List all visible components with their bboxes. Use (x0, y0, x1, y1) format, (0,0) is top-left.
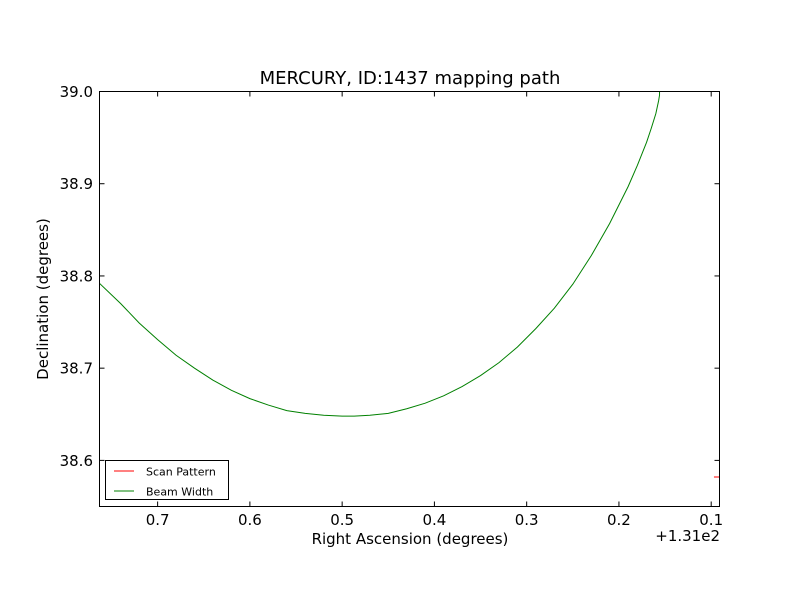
x-tick-label: 0.6 (238, 511, 262, 529)
y-tick-label: 38.6 (60, 452, 93, 470)
x-tick-label: 0.3 (515, 511, 539, 529)
chart-title: MERCURY, ID:1437 mapping path (260, 68, 561, 89)
x-axis-offset-label: +1.31e2 (655, 527, 720, 545)
x-tick-label: 0.2 (607, 511, 631, 529)
series-beam-width-line (99, 91, 661, 417)
legend-beam-width-label: Beam Width (146, 486, 213, 499)
legend-box (105, 460, 229, 500)
x-axis-ticks: 0.7 0.6 0.5 0.4 0.3 0.2 0.1 (146, 91, 723, 529)
legend-scan-pattern-label: Scan Pattern (146, 466, 216, 479)
x-axis-label: Right Ascension (degrees) (312, 530, 509, 548)
x-tick-label: 0.1 (699, 511, 723, 529)
x-tick-label: 0.7 (146, 511, 170, 529)
y-axis-label: Declination (degrees) (34, 218, 52, 380)
axes-frame (99, 91, 720, 507)
y-axis-ticks: 38.6 38.7 38.8 38.9 39.0 (60, 83, 720, 470)
y-tick-label: 39.0 (60, 83, 93, 101)
x-tick-label: 0.4 (422, 511, 446, 529)
legend: Scan Pattern Beam Width (105, 460, 229, 500)
x-tick-label: 0.5 (330, 511, 354, 529)
y-tick-label: 38.8 (60, 267, 93, 285)
plot-area (99, 91, 720, 478)
y-tick-label: 38.9 (60, 175, 93, 193)
y-tick-label: 38.7 (60, 360, 93, 378)
